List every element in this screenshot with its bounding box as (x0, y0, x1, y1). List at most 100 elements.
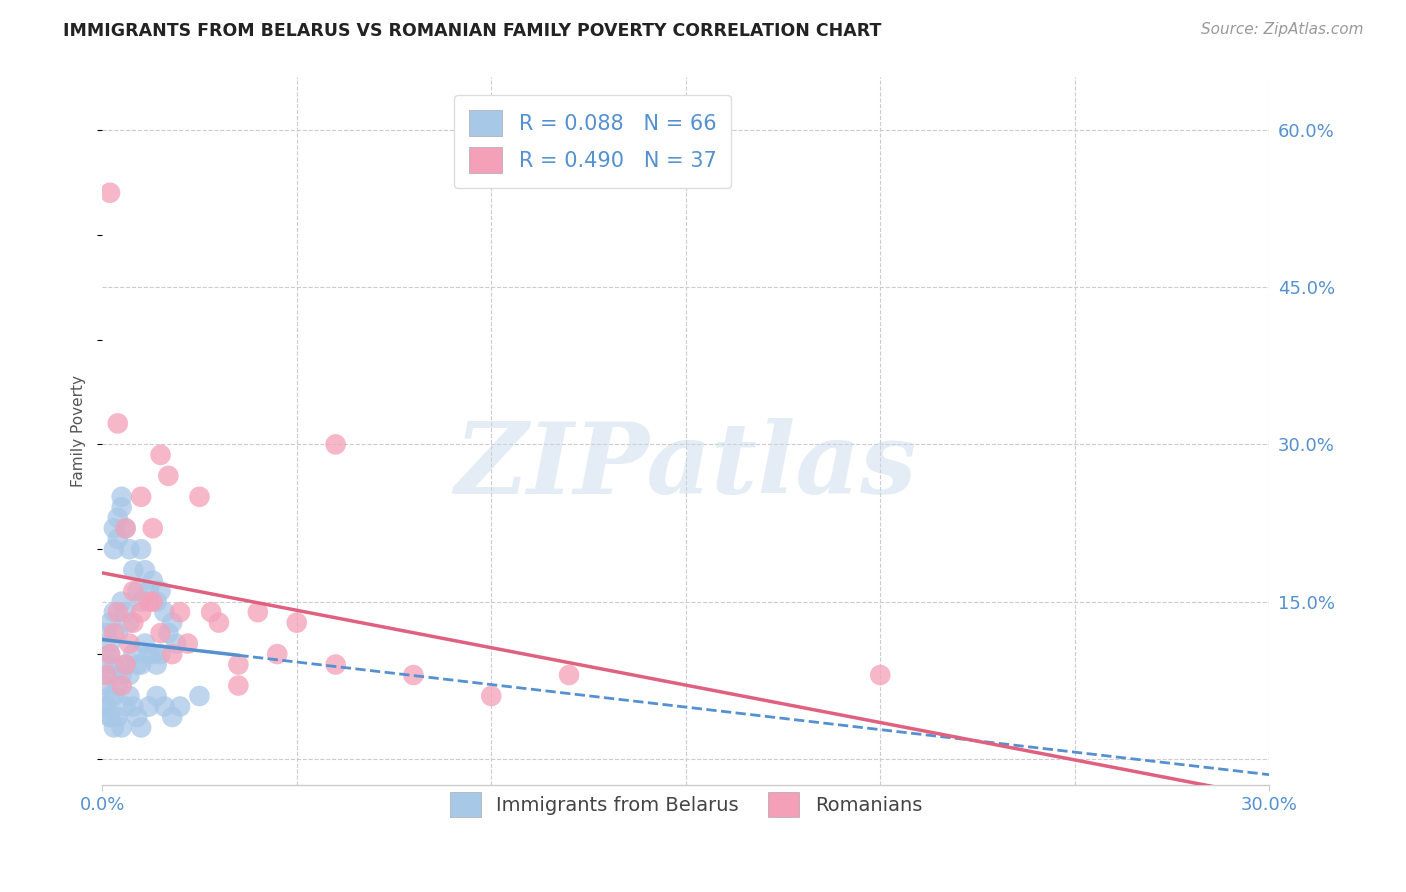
Point (103, 689, 125, 703)
Point (118, 689, 141, 703)
Point (200, 605, 222, 619)
Point (208, 615, 231, 630)
Point (145, 657, 167, 672)
Point (103, 605, 125, 619)
Point (98, 710, 121, 724)
Point (145, 689, 167, 703)
Point (177, 637, 200, 651)
Point (138, 584, 160, 599)
Y-axis label: Family Poverty: Family Poverty (72, 376, 86, 487)
Point (479, 689, 502, 703)
Point (162, 647, 184, 661)
Point (129, 542, 152, 557)
Point (114, 657, 136, 672)
Point (118, 615, 141, 630)
Point (98, 637, 121, 651)
Point (111, 679, 134, 693)
Point (157, 626, 180, 640)
Point (153, 605, 176, 619)
Point (98, 647, 121, 661)
Point (111, 490, 134, 504)
Point (94, 668, 117, 682)
Point (129, 721, 152, 735)
Point (149, 584, 172, 599)
Point (142, 594, 165, 608)
Point (162, 710, 184, 724)
Point (98, 710, 121, 724)
Point (325, 657, 347, 672)
Point (228, 657, 250, 672)
Point (145, 594, 167, 608)
Point (129, 657, 152, 672)
Point (149, 647, 172, 661)
Point (111, 668, 134, 682)
Point (94, 699, 117, 714)
Point (98, 186, 121, 200)
Point (103, 657, 125, 672)
Point (122, 584, 145, 599)
Point (246, 605, 269, 619)
Point (228, 679, 250, 693)
Point (114, 521, 136, 535)
Point (129, 605, 152, 619)
Point (142, 647, 165, 661)
Point (94, 699, 117, 714)
Point (122, 699, 145, 714)
Point (142, 574, 165, 588)
Point (122, 563, 145, 577)
Point (134, 637, 156, 651)
Point (138, 647, 160, 661)
Point (98, 689, 121, 703)
Point (188, 689, 211, 703)
Text: Source: ZipAtlas.com: Source: ZipAtlas.com (1201, 22, 1364, 37)
Legend: Immigrants from Belarus, Romanians: Immigrants from Belarus, Romanians (441, 784, 929, 825)
Point (107, 626, 129, 640)
Point (94, 657, 117, 672)
Point (285, 615, 308, 630)
Point (162, 615, 184, 630)
Point (142, 521, 165, 535)
Point (111, 721, 134, 735)
Point (107, 710, 129, 724)
Point (107, 532, 129, 546)
Point (107, 605, 129, 619)
Point (165, 637, 187, 651)
Point (149, 626, 172, 640)
Point (98, 668, 121, 682)
Point (266, 647, 288, 661)
Point (129, 490, 152, 504)
Point (869, 668, 891, 682)
Point (129, 594, 152, 608)
Point (94, 679, 117, 693)
Point (103, 626, 125, 640)
Point (103, 521, 125, 535)
Point (127, 657, 149, 672)
Point (118, 637, 141, 651)
Point (149, 448, 172, 462)
Point (169, 699, 191, 714)
Point (103, 542, 125, 557)
Point (103, 721, 125, 735)
Point (98, 647, 121, 661)
Point (94, 626, 117, 640)
Point (122, 615, 145, 630)
Point (118, 542, 141, 557)
Point (111, 500, 134, 515)
Text: ZIPatlas: ZIPatlas (454, 418, 917, 515)
Point (138, 699, 160, 714)
Point (122, 647, 145, 661)
Point (169, 605, 191, 619)
Point (134, 563, 156, 577)
Point (153, 699, 176, 714)
Text: IMMIGRANTS FROM BELARUS VS ROMANIAN FAMILY POVERTY CORRELATION CHART: IMMIGRANTS FROM BELARUS VS ROMANIAN FAMI… (63, 22, 882, 40)
Point (111, 594, 134, 608)
Point (157, 468, 180, 483)
Point (114, 699, 136, 714)
Point (114, 657, 136, 672)
Point (107, 417, 129, 431)
Point (138, 594, 160, 608)
Point (325, 437, 347, 451)
Point (107, 679, 129, 693)
Point (402, 668, 425, 682)
Point (118, 668, 141, 682)
